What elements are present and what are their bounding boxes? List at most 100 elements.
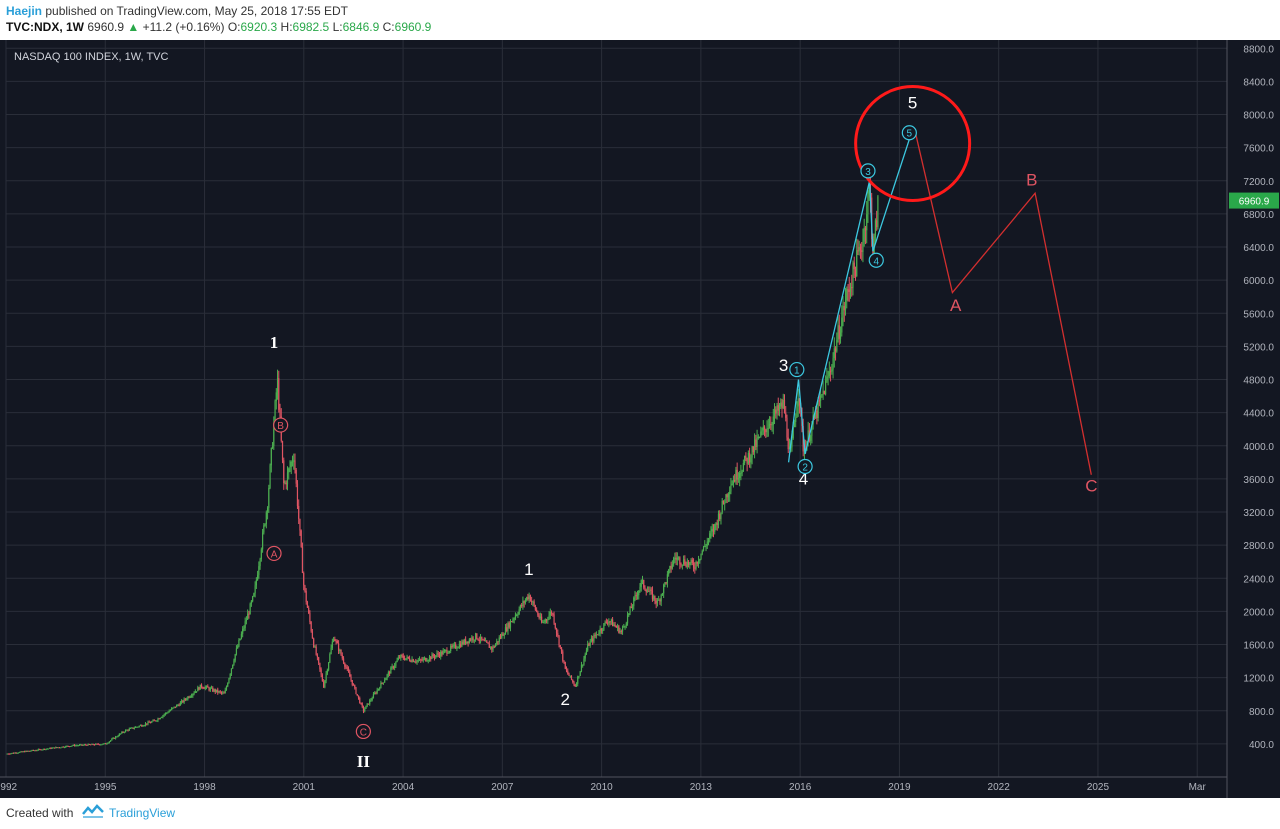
candle-body [567,670,569,674]
candle-body [265,512,267,525]
candle-body [815,410,817,419]
candle-body [218,691,220,693]
wave-label: 1 [524,560,533,579]
candle-body [425,657,427,662]
candle-body [128,728,130,731]
candle-body [731,483,733,486]
candle-body [527,597,529,600]
candle-body [834,348,837,352]
candle-body [245,619,247,622]
circled-label-ring [797,458,813,475]
candle-body [350,676,352,681]
candle-body [45,748,47,750]
candle-body [179,702,181,706]
candle-body [685,564,687,567]
candle-body [132,727,134,729]
candle-body [460,643,462,647]
candle-body [407,656,409,659]
candle-body [355,687,357,694]
candle-body [670,565,672,569]
candle-body [351,680,353,685]
candle-body [430,656,432,660]
candle-body [252,596,254,602]
candle-body [557,633,559,636]
candle-body [284,482,286,484]
candle-body [420,659,422,661]
candle-body [744,455,746,464]
candle-body [296,483,299,506]
candle-body [554,623,556,629]
candle-body [512,619,514,622]
author-link[interactable]: Haejin [6,4,43,18]
candle-body [96,743,98,745]
candle-body [602,629,604,631]
candle-body [540,616,543,623]
candle-body [21,751,23,753]
candle-body [531,601,533,603]
candle-body [797,398,799,407]
candle-body [375,692,377,694]
candle-body [117,735,119,737]
candle-body [437,653,439,655]
candle-body [219,691,221,693]
tradingview-brand-link[interactable]: TradingView [109,806,176,820]
candle-body [106,743,108,745]
candle-body [62,746,64,748]
candle-body [526,597,528,601]
candle-body [504,627,507,635]
candle-body [100,744,102,746]
candle-body [501,633,503,638]
candle-body [767,428,769,430]
candle-body [139,725,142,727]
candle-body [247,613,249,620]
candle-body [756,438,758,447]
candle-body [669,565,671,570]
candle-body [691,559,693,563]
candle-body [563,660,565,662]
last-price: 6960.9 [87,20,125,34]
y-tick-label: 3200.0 [1243,508,1274,519]
candle-body [822,390,824,395]
candle-body [237,646,239,649]
candle-body [747,452,749,464]
candle-body [421,659,423,661]
candle-body [722,500,725,504]
candle-body [572,679,574,682]
candle-body [550,612,553,614]
chart-title: NASDAQ 100 INDEX, 1W, TVC [14,51,169,63]
candle-body [394,665,396,669]
candle-body [741,471,743,473]
candle-body [334,639,336,641]
candle-body [376,689,378,694]
candle-body [724,503,726,505]
highlight-circle [854,85,972,203]
candle-body [356,693,358,696]
candle-body [777,405,779,411]
chart-area[interactable]: NASDAQ 100 INDEX, 1W, TVC 1 II 1 2 3 4 5 A B C A B C… [0,40,1280,805]
x-tick-label: 2007 [491,782,514,793]
candle-body [336,641,338,644]
candle-body [266,507,269,513]
candle-body [85,744,87,746]
wave-label: 3 [779,356,788,375]
candle-body [729,491,731,494]
candle-body [534,605,536,610]
price-chart[interactable]: NASDAQ 100 INDEX, 1W, TVC 1 II 1 2 3 4 5 A B C A B C… [0,40,1280,805]
candle-body [734,479,736,482]
candle-body [87,744,89,746]
publish-info: published on TradingView.com, May 25, 20… [45,4,348,18]
wave-label: 5 [908,94,917,113]
candle-body [679,557,681,565]
candle-body [35,750,37,752]
candle-body [583,658,585,665]
candle-body [291,461,294,463]
candle-body [67,745,69,747]
candle-body [699,558,701,561]
candle-body [615,626,617,628]
candle-body [479,636,482,641]
candle-body [387,672,389,675]
candle-body [848,289,850,292]
x-tick-label: 2010 [590,782,613,793]
candle-body [46,748,48,750]
candle-body [856,250,858,277]
